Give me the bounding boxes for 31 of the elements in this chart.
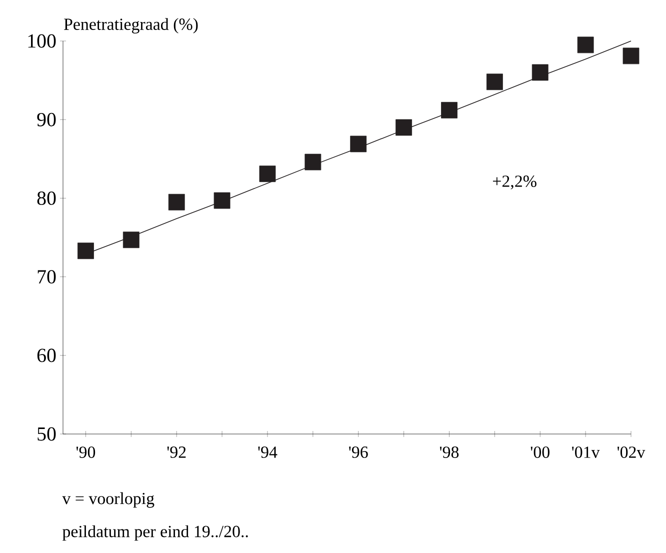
point — [396, 119, 412, 136]
x-tick-label: '92 — [167, 446, 186, 458]
text: v = voorlopig — [62, 492, 154, 508]
y-tick-label: 80 — [37, 191, 56, 205]
y-axis-title: Penetratiegraad (%) — [64, 18, 198, 34]
y-tick-label: 90 — [37, 112, 56, 126]
x-tick-label: '98 — [440, 446, 459, 458]
y-tick-label: 50 — [38, 427, 56, 441]
x-tick-label: '90 — [76, 446, 96, 458]
point — [122, 232, 140, 248]
x-tick-label: '94 — [258, 446, 278, 458]
point — [214, 192, 230, 209]
text: peildatum per eind 19../20.. — [62, 525, 248, 541]
point — [577, 36, 594, 54]
x-tick-label: '00 — [530, 446, 550, 458]
y-tick-label: 100 — [28, 34, 56, 48]
point — [532, 64, 548, 81]
point — [486, 74, 503, 90]
point — [622, 48, 640, 64]
x-tick-label: '01v — [572, 446, 600, 458]
point — [304, 154, 322, 170]
annotation: +2,2% — [492, 176, 536, 190]
point — [78, 242, 94, 260]
x-tick-label: '02v — [617, 446, 646, 458]
point — [259, 166, 276, 182]
x-tick-label: '96 — [349, 446, 368, 458]
point — [350, 136, 367, 152]
point — [441, 102, 458, 118]
y-tick-label: 70 — [38, 270, 56, 284]
point — [168, 194, 185, 210]
y-tick-label: 60 — [37, 348, 56, 362]
